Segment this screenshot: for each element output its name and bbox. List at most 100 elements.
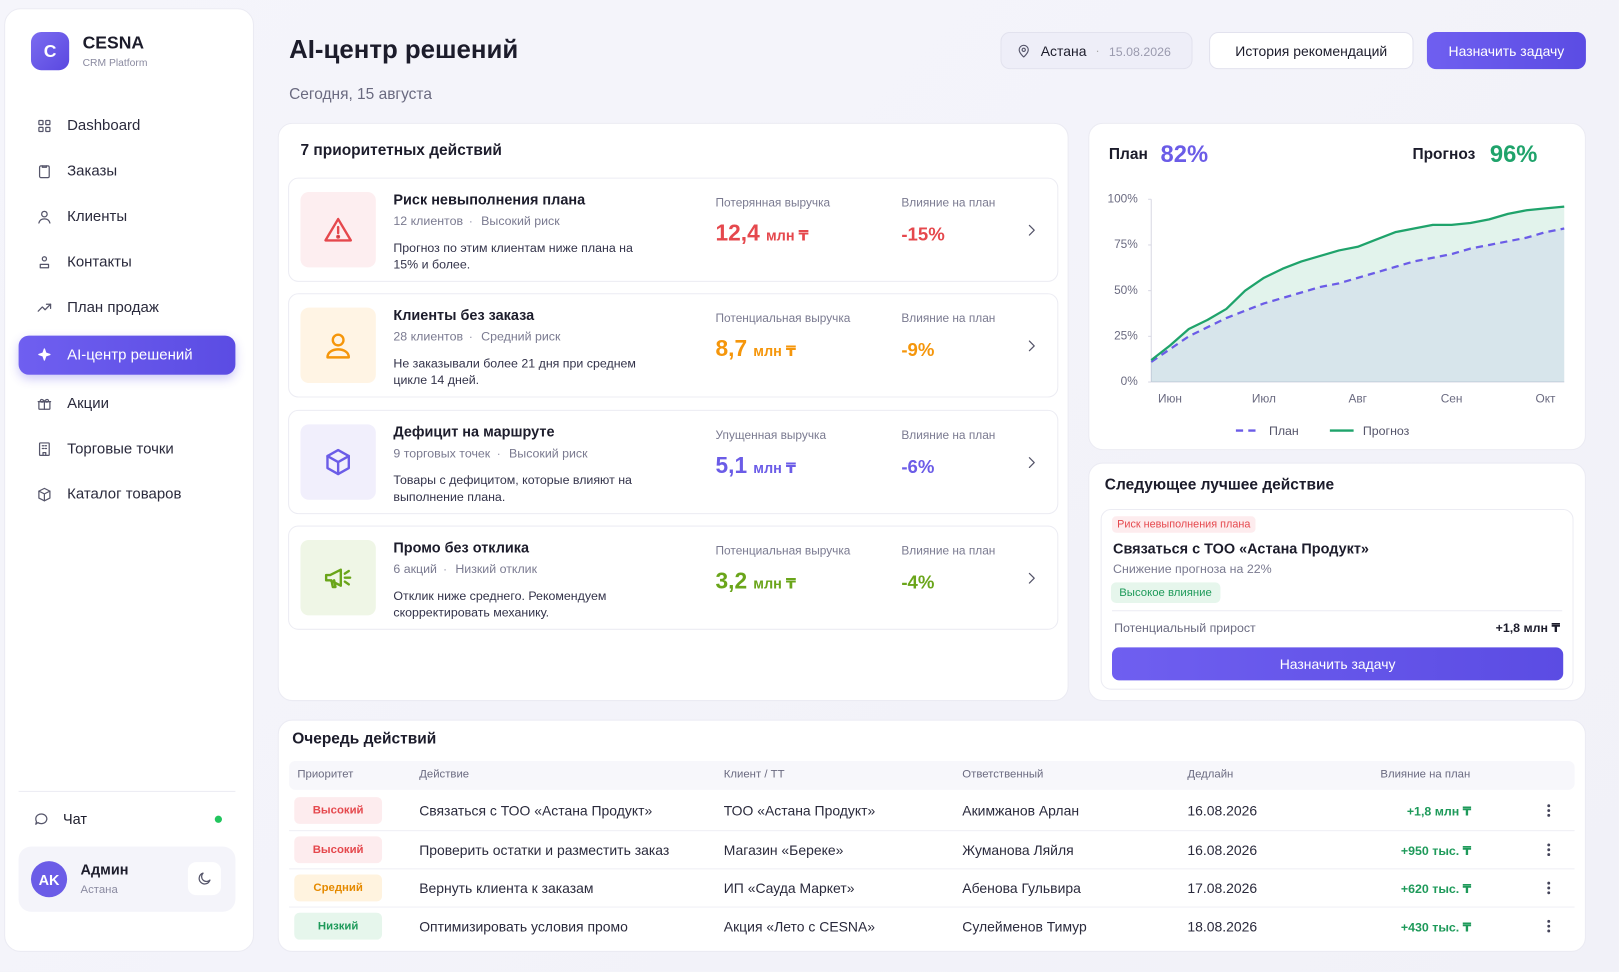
cell-deadline: 16.08.2026 bbox=[1187, 803, 1258, 819]
kpi-plan-value: 82% bbox=[1160, 140, 1209, 168]
row-menu[interactable] bbox=[1540, 880, 1557, 897]
user-name: Админ bbox=[80, 861, 129, 878]
metric-value: 12,4 bbox=[715, 219, 760, 246]
nav-item[interactable]: Заказы bbox=[19, 152, 236, 191]
card-meta: 12 клиентов bbox=[393, 213, 464, 229]
nav-icon-glyph bbox=[39, 256, 50, 269]
nav-item[interactable]: Dashboard bbox=[19, 106, 236, 145]
chevron-glyph bbox=[1028, 340, 1035, 352]
cell-owner: Абенова Гульвира bbox=[962, 880, 1081, 897]
chart-panel bbox=[1088, 122, 1586, 451]
status-dot bbox=[214, 815, 222, 823]
cell-deadline: 18.08.2026 bbox=[1187, 918, 1258, 935]
meta-sep: · bbox=[468, 213, 473, 229]
next-card[interactable]: Риск невыполнения плана Связаться с ТОО «… bbox=[1100, 509, 1574, 690]
priority-badge: Высокий bbox=[294, 836, 383, 864]
user-card[interactable]: AK Админ Астана bbox=[18, 846, 236, 912]
card-meta: Высокий риск bbox=[481, 213, 560, 229]
metric-value: 8,7 bbox=[715, 335, 748, 362]
cell-client: Акция «Лето с CESNA» bbox=[723, 918, 876, 935]
nav-item[interactable]: Торговые точки bbox=[19, 430, 236, 469]
history-button[interactable]: История рекомендаций bbox=[1209, 32, 1414, 70]
nav-item[interactable]: Каталог товаров bbox=[19, 475, 236, 514]
next-divider bbox=[1112, 610, 1563, 612]
nav-icon-glyph bbox=[38, 210, 51, 224]
nav-item[interactable]: Клиенты bbox=[19, 197, 236, 236]
nav-icon-glyph bbox=[37, 398, 52, 410]
table-row[interactable]: Средний Вернуть клиента к заказам ИП «Сауд… bbox=[289, 868, 1575, 906]
nav-icon bbox=[36, 347, 53, 364]
user-city: Астана bbox=[80, 883, 118, 897]
nav-label: План продаж bbox=[67, 299, 159, 316]
location-pill[interactable]: Астана · 15.08.2026 bbox=[1000, 32, 1193, 70]
cell-impact: +950 тыс. ₸ bbox=[1400, 843, 1472, 859]
card-meta: 6 акций bbox=[393, 561, 437, 577]
page-title: AI-центр решений bbox=[289, 35, 519, 65]
pin-icon bbox=[1016, 43, 1031, 58]
nav-icon bbox=[36, 395, 53, 412]
nav-item[interactable]: AI-центр решений bbox=[18, 335, 236, 375]
cell-action: Связаться с ТОО «Астана Продукт» bbox=[419, 803, 653, 819]
next-assign-button[interactable]: Назначить задачу bbox=[1112, 647, 1564, 681]
column-header: Приоритет bbox=[297, 768, 354, 781]
location-sep: · bbox=[1095, 43, 1100, 58]
location: Астана bbox=[1040, 43, 1087, 59]
chevron-glyph bbox=[1028, 456, 1035, 468]
location-date: 15.08.2026 bbox=[1108, 44, 1171, 59]
card-icon bbox=[300, 192, 376, 268]
nav-item[interactable]: Контакты bbox=[19, 243, 236, 282]
action-card[interactable]: Клиенты без заказа 28 клиентов · Средний ри… bbox=[288, 293, 1059, 398]
metric: 3,2 млн ₸ bbox=[716, 568, 796, 595]
nav-icon-glyph bbox=[38, 165, 50, 179]
assign-button[interactable]: Назначить задачу bbox=[1426, 32, 1586, 70]
row-menu[interactable] bbox=[1540, 841, 1557, 858]
table-row[interactable]: Высокий Связаться с ТОО «Астана Продукт» Т… bbox=[289, 792, 1574, 830]
row-menu[interactable] bbox=[1540, 802, 1557, 819]
nav-icon-glyph bbox=[38, 442, 50, 456]
cell-action: Проверить остатки и разместить заказ bbox=[419, 842, 670, 859]
table-row[interactable]: Низкий Оптимизировать условия промо Акция … bbox=[289, 906, 1575, 945]
chevron bbox=[1023, 570, 1040, 587]
chevron bbox=[1023, 454, 1040, 471]
metric-unit: млн ₸ bbox=[753, 574, 796, 592]
impact-label: Влияние на план bbox=[901, 429, 996, 442]
card-icon-glyph bbox=[326, 333, 351, 359]
row-menu[interactable] bbox=[1540, 918, 1557, 935]
nav-icon bbox=[36, 118, 53, 135]
priority-badge: Низкий bbox=[294, 912, 383, 940]
impact-label: Влияние на план bbox=[901, 545, 996, 558]
chat-icon bbox=[33, 811, 50, 828]
cell-deadline: 17.08.2026 bbox=[1187, 880, 1258, 897]
card-icon-glyph bbox=[326, 448, 351, 475]
nav-icon-glyph bbox=[38, 348, 51, 361]
card-icon bbox=[300, 423, 376, 500]
avatar: AK bbox=[30, 861, 68, 898]
cell-client: ИП «Сауда Маркет» bbox=[723, 880, 855, 897]
gain-label: Потенциальный прирост bbox=[1114, 620, 1256, 635]
cell-owner: Акимжанов Арлан bbox=[962, 803, 1080, 819]
action-card[interactable]: Дефицит на маршруте 9 торговых точек · Высо… bbox=[288, 409, 1059, 514]
card-title: Промо без отклика bbox=[393, 538, 530, 556]
chevron-glyph bbox=[1028, 224, 1035, 236]
priority-badge: Средний bbox=[294, 874, 383, 902]
impact-badge: Высокое влияние bbox=[1110, 582, 1221, 603]
nav-icon-glyph bbox=[37, 303, 52, 312]
card-icon bbox=[300, 307, 376, 384]
meta-sep: · bbox=[468, 329, 473, 345]
nav-item[interactable]: Акции bbox=[19, 384, 236, 423]
brand: CESNA bbox=[82, 33, 145, 53]
action-card[interactable]: Риск невыполнения плана 12 клиентов · Высок… bbox=[288, 177, 1059, 282]
metric: 5,1 млн ₸ bbox=[716, 452, 796, 479]
next-headline: Связаться с ТОО «Астана Продукт» bbox=[1113, 539, 1369, 557]
cell-client: Магазин «Береке» bbox=[723, 842, 844, 859]
chat[interactable]: Чат bbox=[19, 803, 236, 834]
kpi-forecast-label: Прогноз bbox=[1412, 145, 1476, 164]
action-card[interactable]: Промо без отклика 6 акций · Низкий отклик От… bbox=[288, 525, 1059, 630]
cell-action: Оптимизировать условия промо bbox=[419, 918, 628, 935]
nav-item[interactable]: План продаж bbox=[19, 288, 236, 327]
table-row[interactable]: Высокий Проверить остатки и разместить за… bbox=[289, 830, 1575, 868]
chat-label: Чат bbox=[62, 810, 87, 828]
theme-toggle[interactable] bbox=[187, 862, 221, 896]
impact-value: -15% bbox=[901, 224, 945, 245]
impact-label: Влияние на план bbox=[901, 313, 996, 326]
